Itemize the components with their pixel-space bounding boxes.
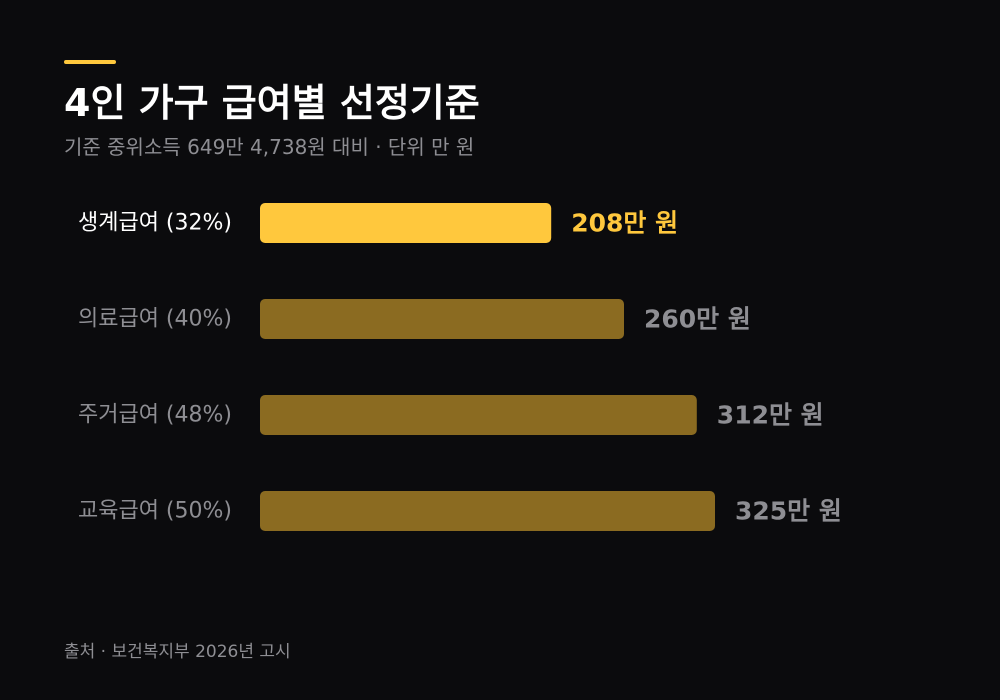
bar [260,299,624,339]
title-accent-line [64,60,116,64]
category-label: 교육급여 (50%) [78,499,232,524]
value-label: 260만 원 [644,305,751,334]
bar [260,203,552,243]
category-label: 생계급여 (32%) [78,211,232,236]
bar [260,395,697,435]
chart-subtitle: 기준 중위소득 649만 4,738원 대비 · 단위 만 원 [64,135,475,159]
category-label: 주거급여 (48%) [78,403,232,428]
value-label: 312만 원 [717,401,824,430]
chart-title: 4인 가구 급여별 선정기준 [64,81,480,125]
bar [260,491,715,531]
category-label: 의료급여 (40%) [78,307,232,332]
source-note: 출처 · 보건복지부 2026년 고시 [64,642,291,662]
value-label: 325만 원 [735,497,842,526]
value-label: 208만 원 [571,209,678,238]
